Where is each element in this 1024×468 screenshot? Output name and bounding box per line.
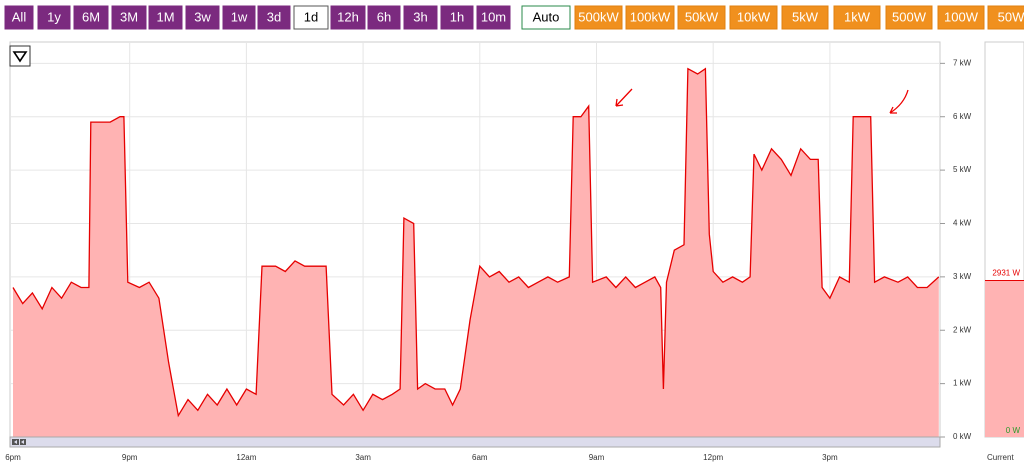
range-button[interactable] — [403, 5, 438, 30]
scale-button[interactable] — [781, 5, 829, 30]
y-tick-label: 3 kW — [953, 272, 972, 281]
y-tick-label: 2 kW — [953, 325, 972, 334]
range-button-label: 3h — [413, 9, 427, 24]
range-button-label: 3d — [267, 9, 281, 24]
x-tick-label: 6am — [472, 453, 488, 462]
x-tick-label: 3pm — [822, 453, 838, 462]
toolbar: All 1y 6M 3M 1M 3w 1w 3d 1d 12h 6h 3h 1h 10m Auto 500kW… — [4, 5, 1024, 30]
range-button[interactable] — [476, 5, 511, 30]
range-button-label: 3M — [120, 9, 138, 24]
current-title: Current — [987, 453, 1014, 462]
scale-button-label: Auto — [533, 9, 560, 24]
range-button-label: 1y — [47, 9, 61, 24]
scale-button[interactable] — [521, 5, 571, 30]
x-tick-label: 12am — [236, 453, 256, 462]
range-button-label: 1h — [450, 9, 464, 24]
range-button-label: 6M — [82, 9, 100, 24]
scale-button-label: 50kW — [685, 9, 719, 24]
scale-button[interactable] — [625, 5, 675, 30]
range-button[interactable] — [293, 5, 329, 30]
current-group: 2931 W 0 W Current — [985, 269, 1024, 462]
scale-button-label: 10kW — [737, 9, 771, 24]
range-button[interactable] — [37, 5, 71, 30]
range-button-label: 3w — [194, 9, 211, 24]
x-tick-label: 9am — [589, 453, 605, 462]
scale-button[interactable] — [833, 5, 881, 30]
y-tick-label: 0 kW — [953, 432, 972, 441]
current-fill — [985, 280, 1024, 437]
x-tick-label: 6pm — [5, 453, 21, 462]
range-button[interactable] — [222, 5, 256, 30]
range-button-label: 1d — [304, 9, 318, 24]
scale-button[interactable] — [574, 5, 623, 30]
y-tick-label: 7 kW — [953, 58, 972, 67]
current-zero-label: 0 W — [1006, 426, 1021, 435]
scale-button-label: 1kW — [844, 9, 871, 24]
range-button[interactable] — [257, 5, 291, 30]
scale-button[interactable] — [937, 5, 985, 30]
range-button-label: All — [12, 9, 27, 24]
x-tick-label: 9pm — [122, 453, 138, 462]
scale-button[interactable] — [677, 5, 726, 30]
x-tick-label: 3am — [355, 453, 371, 462]
scale-button[interactable] — [885, 5, 933, 30]
range-button-label: 12h — [337, 9, 359, 24]
scale-button-label: 50W — [998, 9, 1024, 24]
range-button-label: 10m — [481, 9, 506, 24]
annotation-arrow — [889, 89, 909, 114]
y-tick-label: 1 kW — [953, 379, 972, 388]
navigator — [9, 436, 941, 448]
range-button[interactable] — [440, 5, 474, 30]
y-tick-label: 5 kW — [953, 165, 972, 174]
y-tick-label: 4 kW — [953, 219, 972, 228]
scale-button-label: 5kW — [792, 9, 819, 24]
scale-button[interactable] — [729, 5, 778, 30]
scale-button-label: 100kW — [630, 9, 671, 24]
range-button-label: 1M — [156, 9, 174, 24]
menu-icon — [12, 51, 28, 63]
y-tick-label: 6 kW — [953, 112, 972, 121]
range-button[interactable] — [185, 5, 220, 30]
scale-button-label: 100W — [944, 9, 979, 24]
range-button[interactable] — [367, 5, 401, 30]
range-button[interactable] — [73, 5, 109, 30]
x-tick-label: 12pm — [703, 453, 723, 462]
range-button[interactable] — [4, 5, 34, 30]
scale-button-label: 500kW — [578, 9, 619, 24]
range-button-label: 6h — [377, 9, 391, 24]
area-line — [12, 67, 940, 418]
annotation-arrow — [615, 88, 633, 107]
current-label: 2931 W — [992, 269, 1020, 278]
range-button[interactable] — [111, 5, 147, 30]
range-button-label: 1w — [231, 9, 248, 24]
range-button[interactable] — [148, 5, 183, 30]
scale-button[interactable] — [987, 5, 1024, 30]
scale-button-label: 500W — [892, 9, 927, 24]
menu-button[interactable] — [9, 45, 31, 67]
range-button[interactable] — [330, 5, 366, 30]
navigator-arrows[interactable] — [12, 439, 26, 445]
